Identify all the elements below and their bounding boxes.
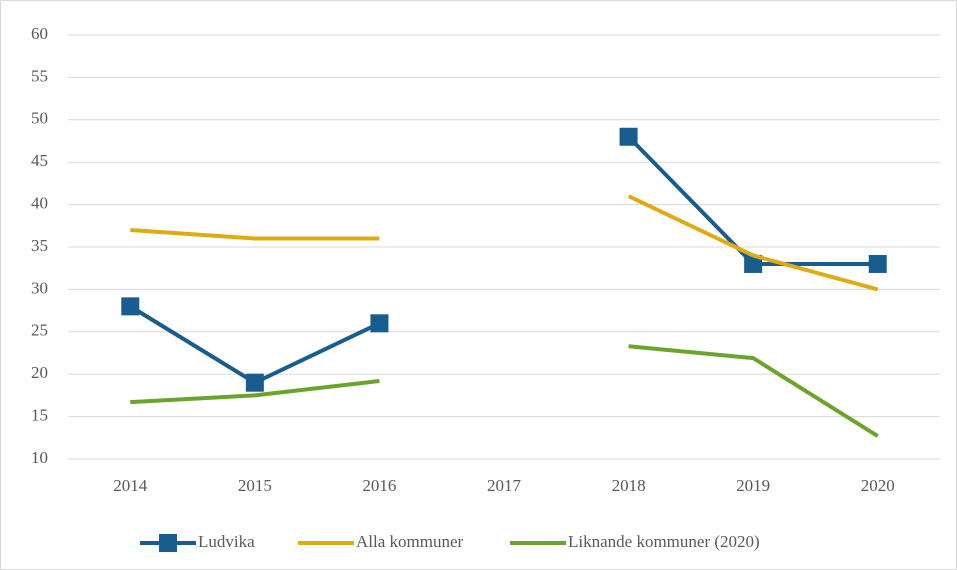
legend-label: Liknande kommuner (2020) <box>568 532 760 551</box>
y-tick-label: 60 <box>31 24 48 43</box>
y-tick-label: 35 <box>31 236 48 255</box>
y-tick-label: 10 <box>31 448 48 467</box>
series-line <box>130 194 879 292</box>
marker <box>245 373 264 392</box>
marker <box>744 254 763 273</box>
x-tick-label: 2014 <box>113 476 148 495</box>
x-tick-label: 2018 <box>612 476 646 495</box>
y-tick-label: 40 <box>31 194 48 213</box>
y-tick-label: 55 <box>31 66 48 85</box>
y-tick-label: 30 <box>31 278 48 297</box>
y-tick-label: 25 <box>31 321 48 340</box>
y-tick-label: 45 <box>31 151 48 170</box>
marker <box>619 127 638 146</box>
y-tick-label: 50 <box>31 109 48 128</box>
marker <box>370 314 389 333</box>
y-tick-label: 20 <box>31 363 48 382</box>
x-tick-label: 2015 <box>238 476 272 495</box>
legend-label: Alla kommuner <box>356 532 464 551</box>
legend-marker <box>159 534 177 552</box>
y-tick-label: 15 <box>31 406 48 425</box>
x-tick-label: 2020 <box>861 476 895 495</box>
marker <box>868 254 887 273</box>
x-tick-label: 2019 <box>736 476 770 495</box>
x-tick-label: 2016 <box>362 476 396 495</box>
series-line <box>130 344 879 438</box>
marker <box>121 297 140 316</box>
x-tick-label: 2017 <box>487 476 522 495</box>
legend-label: Ludvika <box>198 532 255 551</box>
